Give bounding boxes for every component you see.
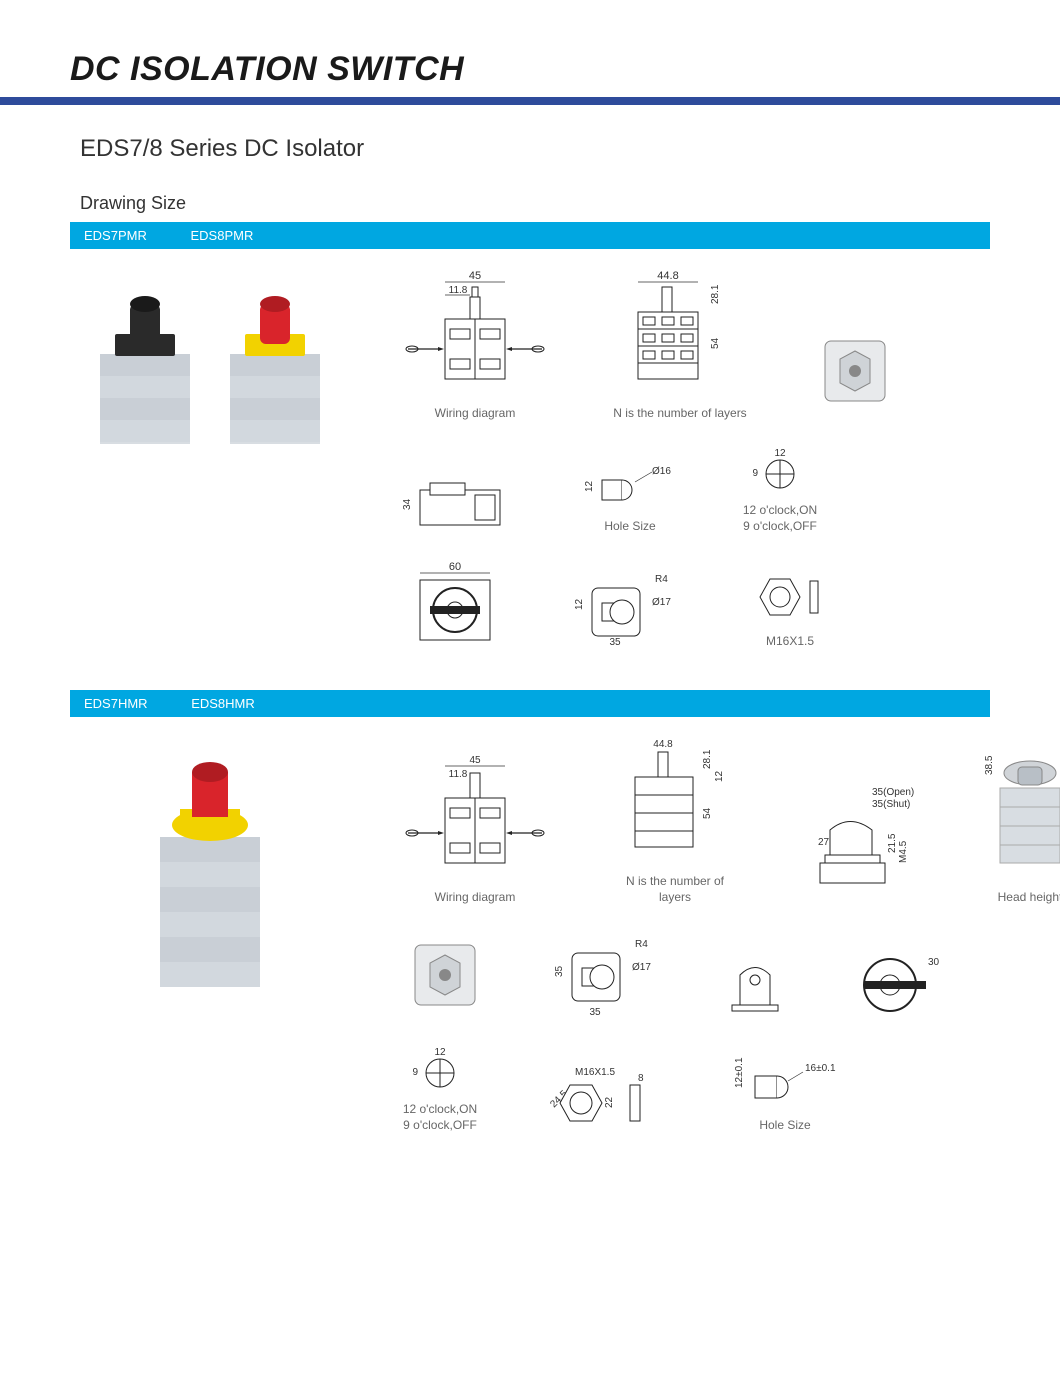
svg-text:22: 22 xyxy=(604,1097,615,1109)
svg-text:11.8: 11.8 xyxy=(449,285,468,296)
product-photo-2 xyxy=(70,737,350,997)
side-34-diagram: 34 xyxy=(400,475,520,535)
clock-diagram-2: 12 9 12 o'clock,ON 9 o'clock,OFF xyxy=(400,1045,480,1133)
hole-plate-1: R4 Ø17 12 35 xyxy=(570,570,680,650)
svg-text:M4.5: M4.5 xyxy=(898,840,909,863)
layers-diagram-2: 44.8 28.1 12 54 N is the number of layer… xyxy=(610,737,740,905)
wiring-diagram-1: 45 11.8 xyxy=(400,269,550,421)
nut-diagram-2: M16X1.5 24.5 22 8 xyxy=(540,1063,670,1133)
wiring-diagram-2: 45 11.8 xyxy=(400,753,550,905)
section-label: Drawing Size xyxy=(80,193,990,214)
model-1b: EDS8PMR xyxy=(190,228,253,243)
clock-diagram-1: 12 9 12 o'clock,ON 9 o'clock,OFF xyxy=(740,446,820,534)
svg-text:38.5: 38.5 xyxy=(984,755,995,775)
hole-caption-2: Hole Size xyxy=(759,1117,810,1133)
svg-text:M16X1.5: M16X1.5 xyxy=(575,1067,615,1078)
svg-text:35: 35 xyxy=(589,1007,601,1018)
svg-text:54: 54 xyxy=(702,807,713,819)
svg-text:35(Shut): 35(Shut) xyxy=(872,799,910,810)
clock-caption-1: 12 o'clock,ON 9 o'clock,OFF xyxy=(743,502,817,534)
svg-text:28.1: 28.1 xyxy=(702,749,713,769)
svg-text:12: 12 xyxy=(584,481,595,493)
svg-text:12: 12 xyxy=(714,770,725,782)
title-rule xyxy=(0,97,1060,105)
front-60-diagram: 60 xyxy=(400,560,510,650)
svg-text:12±0.1: 12±0.1 xyxy=(734,1057,745,1088)
model-1a: EDS7PMR xyxy=(84,228,147,243)
svg-text:Ø16: Ø16 xyxy=(652,466,671,477)
hole-plate-2: R4 Ø17 35 35 xyxy=(550,935,660,1020)
svg-text:21.5: 21.5 xyxy=(887,833,898,853)
svg-text:12: 12 xyxy=(574,598,585,610)
svg-text:35: 35 xyxy=(554,965,565,977)
svg-text:44.8: 44.8 xyxy=(653,739,673,750)
product-photo-1 xyxy=(70,269,350,449)
svg-text:54: 54 xyxy=(710,337,721,349)
nut-caption-1: M16X1.5 xyxy=(766,633,814,649)
svg-text:45: 45 xyxy=(469,270,481,282)
wiring-caption-2: Wiring diagram xyxy=(435,889,516,905)
svg-text:Ø17: Ø17 xyxy=(632,962,651,973)
svg-text:44.8: 44.8 xyxy=(657,270,678,282)
hole-size-1: Ø16 12 Hole Size xyxy=(580,462,680,534)
wiring-caption-1: Wiring diagram xyxy=(435,405,516,421)
svg-text:12: 12 xyxy=(434,1047,446,1058)
svg-text:16±0.1: 16±0.1 xyxy=(805,1063,836,1074)
hole-caption-1: Hole Size xyxy=(604,518,655,534)
knob-top-diagram: 30 xyxy=(850,950,940,1020)
svg-text:Ø17: Ø17 xyxy=(652,597,671,608)
svg-text:12: 12 xyxy=(774,448,786,459)
svg-text:9: 9 xyxy=(412,1067,418,1078)
layers-caption-2: N is the number of layers xyxy=(610,873,740,905)
svg-text:60: 60 xyxy=(449,561,461,573)
model-2b: EDS8HMR xyxy=(191,696,255,711)
layers-diagram-1: 44.8 28.1 54 xyxy=(610,269,750,421)
svg-text:28.1: 28.1 xyxy=(710,284,721,304)
model-bar-2: EDS7HMR EDS8HMR xyxy=(70,690,990,717)
svg-text:45: 45 xyxy=(469,755,481,766)
layers-caption-1: N is the number of layers xyxy=(613,405,746,421)
svg-text:27: 27 xyxy=(818,837,830,848)
svg-text:9: 9 xyxy=(752,468,758,479)
svg-text:8: 8 xyxy=(638,1073,644,1084)
page-subtitle: EDS7/8 Series DC Isolator xyxy=(80,135,990,163)
svg-text:35: 35 xyxy=(609,637,621,648)
nut-diagram-1: M16X1.5 xyxy=(740,567,840,649)
svg-text:R4: R4 xyxy=(655,574,668,585)
bracket-diagram xyxy=(720,950,790,1020)
small-plate-1 xyxy=(810,311,900,421)
plate-diagram-2 xyxy=(400,930,490,1020)
svg-text:R4: R4 xyxy=(635,939,648,950)
model-bar-1: EDS7PMR EDS8PMR xyxy=(70,222,990,249)
svg-text:11.8: 11.8 xyxy=(449,769,468,780)
svg-text:35(Open): 35(Open) xyxy=(872,787,914,798)
svg-text:34: 34 xyxy=(402,498,413,510)
clock-caption-2: 12 o'clock,ON 9 o'clock,OFF xyxy=(403,1101,477,1133)
svg-text:30: 30 xyxy=(928,957,940,968)
head-side-diagram: 35(Open) 35(Shut) 27 21.5 M4.5 xyxy=(800,785,920,905)
head-caption: Head height xyxy=(998,889,1060,905)
hole-size-2: 12±0.1 16±0.1 Hole Size xyxy=(730,1056,840,1133)
head-height-diagram: 38.5 Head height xyxy=(980,753,1060,905)
model-2a: EDS7HMR xyxy=(84,696,148,711)
page-title: DC ISOLATION SWITCH xyxy=(70,50,990,89)
